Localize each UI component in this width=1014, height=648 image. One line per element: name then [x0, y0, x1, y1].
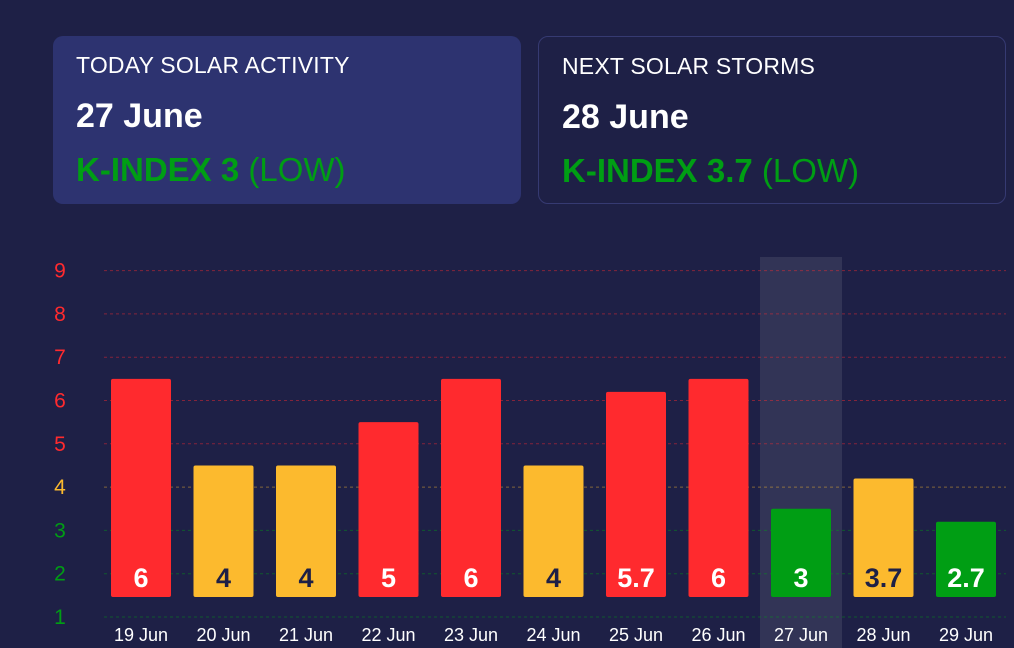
y-tick-label: 7 [54, 346, 66, 369]
bar [853, 478, 914, 597]
x-tick-label: 26 Jun [691, 625, 745, 645]
y-tick-label: 5 [54, 433, 66, 456]
bar-value-label: 5 [381, 563, 396, 593]
next-storms-card: NEXT SOLAR STORMS 28 June K-INDEX 3.7 (L… [538, 36, 1006, 204]
bar-value-label: 2.7 [947, 563, 985, 593]
x-tick-label: 28 Jun [856, 625, 910, 645]
bar [111, 378, 171, 597]
today-k-index-value: K-INDEX 3 [76, 151, 240, 188]
x-tick-label: 27 Jun [774, 625, 828, 645]
bar-value-label: 4 [298, 563, 313, 593]
today-k-index-level: (LOW) [248, 151, 346, 188]
y-tick-label: 6 [54, 390, 66, 413]
x-tick-label: 20 Jun [196, 625, 250, 645]
bar-value-label: 6 [711, 563, 726, 593]
y-tick-label: 8 [54, 303, 66, 326]
x-tick-label: 24 Jun [526, 625, 580, 645]
bar-value-label: 6 [133, 563, 148, 593]
bar-value-label: 4 [216, 563, 231, 593]
x-tick-label: 29 Jun [939, 625, 993, 645]
bar-value-label: 3 [793, 563, 808, 593]
bar [688, 378, 749, 597]
x-tick-label: 22 Jun [361, 625, 415, 645]
bar-value-label: 4 [546, 563, 561, 593]
bar-value-label: 3.7 [865, 563, 903, 593]
bar [523, 465, 584, 597]
y-tick-label: 1 [54, 606, 66, 629]
bar [276, 465, 336, 597]
x-tick-label: 25 Jun [609, 625, 663, 645]
today-card-heading: TODAY SOLAR ACTIVITY [76, 52, 350, 78]
next-k-index-value: K-INDEX 3.7 [562, 152, 753, 189]
y-tick-label: 9 [54, 260, 66, 283]
today-k-index: K-INDEX 3 (LOW) [76, 150, 498, 190]
y-tick-label: 3 [54, 519, 66, 542]
next-card-date: 28 June [562, 98, 689, 136]
bar [193, 465, 254, 597]
bar-value-label: 6 [463, 563, 478, 593]
y-tick-label: 2 [54, 563, 66, 586]
today-activity-card: TODAY SOLAR ACTIVITY 27 June K-INDEX 3 (… [53, 36, 521, 204]
next-card-heading: NEXT SOLAR STORMS [562, 53, 816, 79]
bar [606, 391, 666, 597]
bar [936, 521, 996, 597]
next-k-index: K-INDEX 3.7 (LOW) [562, 151, 982, 191]
today-card-date: 27 June [76, 97, 203, 135]
x-tick-label: 23 Jun [444, 625, 498, 645]
next-k-index-level: (LOW) [761, 152, 860, 189]
bar-value-label: 5.7 [617, 563, 655, 593]
bar [771, 508, 831, 597]
y-tick-label: 4 [54, 476, 66, 499]
bar [358, 422, 419, 597]
x-tick-label: 19 Jun [114, 625, 168, 645]
bar [441, 378, 501, 597]
x-tick-label: 21 Jun [279, 625, 333, 645]
